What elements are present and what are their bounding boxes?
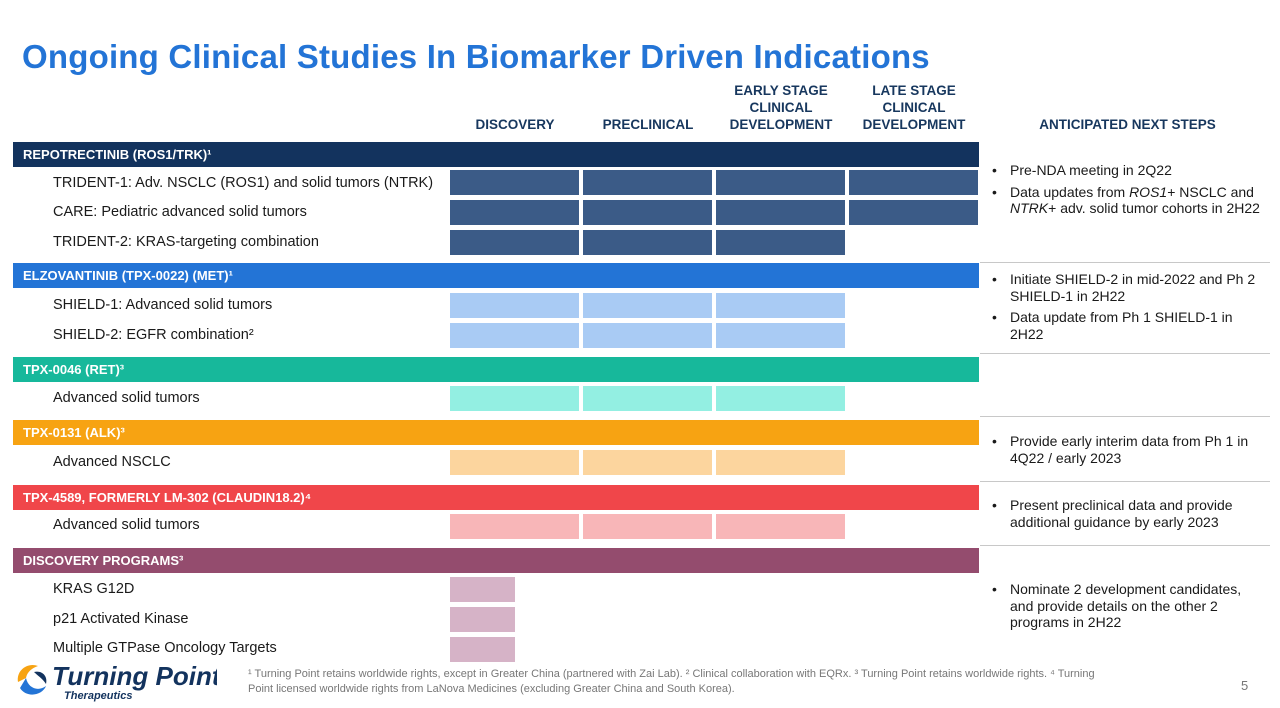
stage-bar [450, 230, 579, 255]
next-steps-elzovantinib: Initiate SHIELD-2 in mid-2022 and Ph 2 S… [990, 271, 1265, 347]
stage-bar [450, 170, 579, 195]
next-step-item: Data update from Ph 1 SHIELD-1 in 2H22 [990, 309, 1265, 342]
stage-bar [583, 450, 712, 475]
svg-text:Turning Point: Turning Point [52, 661, 217, 691]
stage-bar [450, 323, 579, 348]
study-label: CARE: Pediatric advanced solid tumors [53, 204, 307, 220]
stage-bar [583, 230, 712, 255]
study-label: Advanced solid tumors [53, 517, 200, 533]
stage-bar [583, 514, 712, 539]
band-repotrectinib: REPOTRECTINIB (ROS1/TRK)¹ [13, 142, 979, 167]
stage-bar [450, 514, 579, 539]
stage-bar [716, 170, 845, 195]
svg-text:Therapeutics: Therapeutics [64, 690, 132, 702]
study-label: Advanced NSCLC [53, 454, 171, 470]
study-label: SHIELD-1: Advanced solid tumors [53, 297, 273, 313]
next-step-item: Present preclinical data and provide add… [990, 497, 1265, 530]
stage-bar [450, 607, 515, 632]
band-discovery-programs: DISCOVERY PROGRAMS³ [13, 548, 979, 573]
next-steps-tpx4589: Present preclinical data and provide add… [990, 497, 1265, 535]
divider [980, 416, 1270, 417]
next-steps-repotrectinib: Pre-NDA meeting in 2Q22 Data updates fro… [990, 162, 1265, 222]
stage-bar [716, 386, 845, 411]
stage-bar [450, 637, 515, 662]
next-step-item: Provide early interim data from Ph 1 in … [990, 433, 1265, 466]
stage-bar [716, 323, 845, 348]
column-header-early-stage: EARLY STAGE CLINICAL DEVELOPMENT [729, 83, 833, 132]
divider [980, 262, 1270, 263]
next-step-item: Pre-NDA meeting in 2Q22 [990, 162, 1265, 179]
column-header-next-steps: ANTICIPATED NEXT STEPS [1039, 117, 1216, 132]
stage-bar [716, 293, 845, 318]
slide-title: Ongoing Clinical Studies In Biomarker Dr… [22, 38, 930, 75]
next-step-item: Nominate 2 development candidates, and p… [990, 581, 1265, 631]
column-header-late-stage: LATE STAGE CLINICAL DEVELOPMENT [862, 83, 966, 132]
divider [980, 481, 1270, 482]
stage-bar [583, 323, 712, 348]
stage-bar [450, 200, 579, 225]
next-step-item: Initiate SHIELD-2 in mid-2022 and Ph 2 S… [990, 271, 1265, 304]
column-header-discovery: DISCOVERY [475, 117, 555, 132]
stage-bar [450, 577, 515, 602]
study-label: p21 Activated Kinase [53, 611, 189, 627]
stage-bar [716, 200, 845, 225]
stage-bar [583, 200, 712, 225]
study-label: TRIDENT-2: KRAS-targeting combination [53, 234, 319, 250]
band-elzovantinib: ELZOVANTINIB (TPX-0022) (MET)¹ [13, 263, 979, 288]
next-steps-discovery: Nominate 2 development candidates, and p… [990, 581, 1265, 636]
study-label: SHIELD-2: EGFR combination² [53, 327, 254, 343]
stage-bar [716, 450, 845, 475]
study-label: KRAS G12D [53, 581, 135, 597]
turning-point-logo: Turning Point Therapeutics [17, 661, 217, 702]
stage-bar [450, 386, 579, 411]
footnote: ¹ Turning Point retains worldwide rights… [248, 668, 1095, 695]
next-steps-tpx0131: Provide early interim data from Ph 1 in … [990, 433, 1265, 471]
band-tpx0046: TPX-0046 (RET)³ [13, 357, 979, 382]
page-number: 5 [1241, 678, 1249, 693]
stage-bar [450, 293, 579, 318]
stage-bar [450, 450, 579, 475]
divider [980, 353, 1270, 354]
column-header-preclinical: PRECLINICAL [602, 117, 694, 132]
divider [980, 545, 1270, 546]
stage-bar [583, 386, 712, 411]
study-label: Multiple GTPase Oncology Targets [53, 640, 277, 656]
logo-mark-icon [17, 664, 47, 695]
band-tpx0131: TPX-0131 (ALK)³ [13, 420, 979, 445]
stage-bar [849, 170, 978, 195]
stage-bar [849, 200, 978, 225]
next-step-item: Data updates from ROS1+ NSCLC and NTRK+ … [990, 184, 1265, 217]
stage-bar [583, 293, 712, 318]
study-label: Advanced solid tumors [53, 390, 200, 406]
study-label: TRIDENT-1: Adv. NSCLC (ROS1) and solid t… [53, 175, 434, 191]
stage-bar [583, 170, 712, 195]
band-tpx4589: TPX-4589, FORMERLY LM-302 (CLAUDIN18.2)⁴ [13, 485, 979, 510]
stage-bar [716, 514, 845, 539]
stage-bar [716, 230, 845, 255]
